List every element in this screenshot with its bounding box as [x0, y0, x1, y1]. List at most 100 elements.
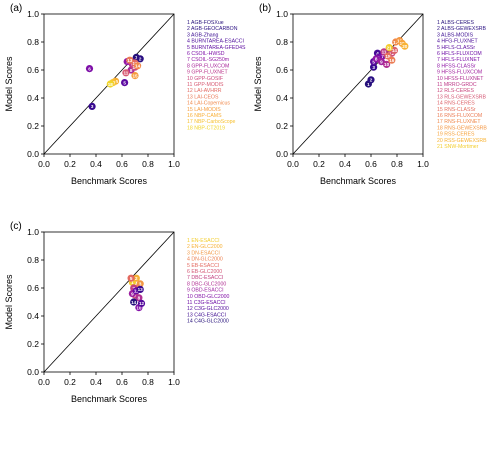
- y-tick-label: 0.6: [276, 65, 288, 75]
- y-tick-label: 0.0: [27, 149, 39, 159]
- data-point-label: 1: [131, 280, 134, 285]
- data-point-marker: [135, 294, 143, 302]
- legend-entry: 10 HFSS-FLUXNET: [437, 76, 484, 82]
- data-point: 2: [367, 76, 375, 84]
- data-point-marker: [136, 55, 144, 63]
- data-point-marker: [134, 62, 142, 70]
- x-tick-label: 0.2: [64, 159, 76, 169]
- data-point: 12: [137, 299, 146, 307]
- data-point-label: 4: [376, 51, 379, 56]
- legend-entry: 1 AGB-FOSXue: [187, 20, 224, 26]
- data-point: 13: [126, 56, 134, 64]
- y-tick-label: 0.2: [27, 121, 39, 131]
- data-point: 11: [122, 69, 130, 77]
- scatter-panel-2: 0.0 0.2 0.4 0.6 0.8 1.0 0.0 0.2 0.4 0.6 0.8 1.0 Benc…: [253, 3, 487, 186]
- legend-entry: 3 AGB-Zhang: [187, 32, 219, 38]
- data-point-label: 18: [108, 82, 114, 87]
- data-point-label: 21: [387, 45, 393, 50]
- data-point: 2: [132, 274, 140, 282]
- data-point-label: 1: [135, 55, 138, 60]
- x-tick-label: 0.4: [90, 377, 102, 387]
- data-point: 5: [121, 79, 129, 87]
- data-point-label: 16: [389, 58, 395, 63]
- data-point: 3: [88, 102, 96, 110]
- legend-entry: 9 GPP-FLUXNET: [187, 70, 228, 76]
- x-tick-label: 1.0: [168, 377, 180, 387]
- legend-entry: 13 RLS-GEWEXSRB: [437, 94, 487, 100]
- legend-entry: 3 ALBS-MODIS: [437, 32, 474, 38]
- x-tick-label: 1.0: [417, 159, 429, 169]
- y-tick-label: 1.0: [27, 227, 39, 237]
- x-tick-label: 0.6: [116, 159, 128, 169]
- legend-entry: 12 LAI-AVHRR: [187, 88, 222, 94]
- legend-entry: 9 HFSS-FLUXCOM: [437, 70, 482, 76]
- data-point-label: 11: [123, 71, 128, 76]
- legend-entry: 1 ALBS-CERES: [437, 20, 474, 26]
- y-tick-label: 0.2: [276, 121, 288, 131]
- data-point-label: 15: [385, 54, 391, 59]
- x-axis-label: Benchmark Scores: [71, 176, 148, 186]
- x-tick-label: 1.0: [168, 159, 180, 169]
- legend-entry: 4 BURNTAREA-ESACCI: [187, 39, 244, 45]
- legend-entry: 2 EN-GLC2000: [187, 244, 223, 250]
- data-point-marker: [370, 63, 378, 71]
- data-point: 15: [131, 72, 139, 80]
- legend-entry: 2 ALBS-GEWEXSRB: [437, 26, 487, 32]
- legend-entry: 12 RLS-CERES: [437, 88, 474, 94]
- legend-entry: 17 NBP-CarboScope: [187, 119, 236, 125]
- data-point: 21: [385, 44, 393, 52]
- legend-entry: 18 NBP-CT2019: [187, 125, 225, 131]
- x-tick-label: 0.2: [313, 159, 325, 169]
- data-point-label: 15: [132, 73, 138, 78]
- data-point: 18: [106, 80, 114, 88]
- identity-line: [43, 231, 175, 373]
- data-point-marker: [126, 56, 134, 64]
- x-tick-label: 0.4: [90, 159, 102, 169]
- y-tick-label: 0.6: [27, 65, 39, 75]
- data-point-label: 7: [381, 54, 384, 59]
- data-point-marker: [132, 274, 140, 282]
- data-point: 14: [134, 62, 142, 70]
- data-point-label: 8: [138, 296, 141, 301]
- y-tick-label: 0.8: [276, 37, 288, 47]
- data-point: 16: [388, 56, 396, 64]
- data-point: 20: [401, 42, 409, 50]
- data-point-marker: [85, 65, 94, 73]
- data-point-label: 10: [384, 62, 390, 67]
- legend-entry: 5 EB-ESACCI: [187, 263, 219, 269]
- scatter-panel-3: 0.0 0.2 0.4 0.6 0.8 1.0 0.0 0.2 0.4 0.6 0.8 1.0 Benc…: [4, 221, 230, 404]
- legend-entry: 11 C3G-ESACCI: [187, 300, 226, 306]
- data-point-marker: [136, 285, 144, 293]
- y-tick-label: 0.0: [276, 149, 288, 159]
- legend-entry: 5 BURNTAREA-GFED4S: [187, 45, 246, 51]
- y-axis-label: Model Scores: [4, 274, 14, 330]
- data-point: 5: [127, 274, 135, 282]
- data-point-label: 8: [130, 68, 133, 73]
- legend-entry: 15 RNS-CLASSr: [437, 107, 476, 113]
- data-point-label: 17: [393, 40, 399, 45]
- legend-entry: 11 GPP-MODIS: [187, 82, 224, 88]
- scatter-panel-1: 0.0 0.2 0.4 0.6 0.8 1.0 0.0 0.2 0.4 0.6 0.8 1.0 Benc…: [4, 3, 246, 186]
- y-tick-label: 0.8: [27, 37, 39, 47]
- x-tick-label: 0.6: [116, 377, 128, 387]
- y-tick-label: 0.4: [27, 93, 39, 103]
- data-point: 3: [370, 63, 378, 71]
- data-point-label: 2: [139, 57, 142, 62]
- x-tick-label: 0.8: [142, 159, 154, 169]
- plot-frame: [43, 231, 175, 373]
- plot-frame: [292, 13, 424, 155]
- legend-entry: 7 DBC-ESACCI: [187, 275, 223, 281]
- data-point-label: 9: [380, 59, 383, 64]
- x-tick-label: 0.0: [38, 159, 50, 169]
- data-point-label: 20: [402, 44, 408, 49]
- data-point: 8: [135, 294, 143, 302]
- data-point-marker: [88, 102, 96, 110]
- y-tick-label: 0.2: [27, 339, 39, 349]
- data-point-label: 5: [372, 59, 375, 64]
- data-point-label: 5: [130, 276, 133, 281]
- y-axis-label: Model Scores: [253, 56, 263, 112]
- data-point-label: 1: [367, 82, 370, 87]
- legend-entry: 13 C4G-ESACCI: [187, 312, 226, 318]
